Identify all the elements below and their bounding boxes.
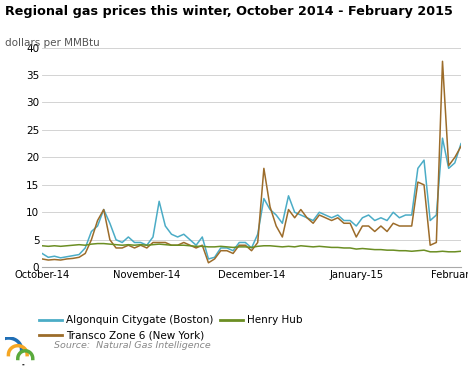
Text: Regional gas prices this winter, October 2014 - February 2015: Regional gas prices this winter, October… — [5, 5, 453, 19]
Text: eia: eia — [14, 364, 33, 366]
Text: Source:  Natural Gas Intelligence: Source: Natural Gas Intelligence — [54, 340, 211, 350]
Legend: Algonquin Citygate (Boston), Transco Zone 6 (New York), Henry Hub: Algonquin Citygate (Boston), Transco Zon… — [39, 315, 302, 340]
Text: dollars per MMBtu: dollars per MMBtu — [5, 38, 99, 48]
